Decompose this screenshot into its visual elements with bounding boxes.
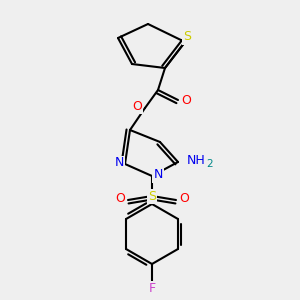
Text: O: O [115,193,125,206]
Text: O: O [132,100,142,112]
Text: N: N [114,157,124,169]
Text: S: S [183,31,191,44]
Text: S: S [148,190,156,202]
Text: N: N [153,169,163,182]
Text: O: O [181,94,191,106]
Text: NH: NH [187,154,206,166]
Text: 2: 2 [207,159,213,169]
Text: O: O [179,193,189,206]
Text: F: F [148,281,156,295]
